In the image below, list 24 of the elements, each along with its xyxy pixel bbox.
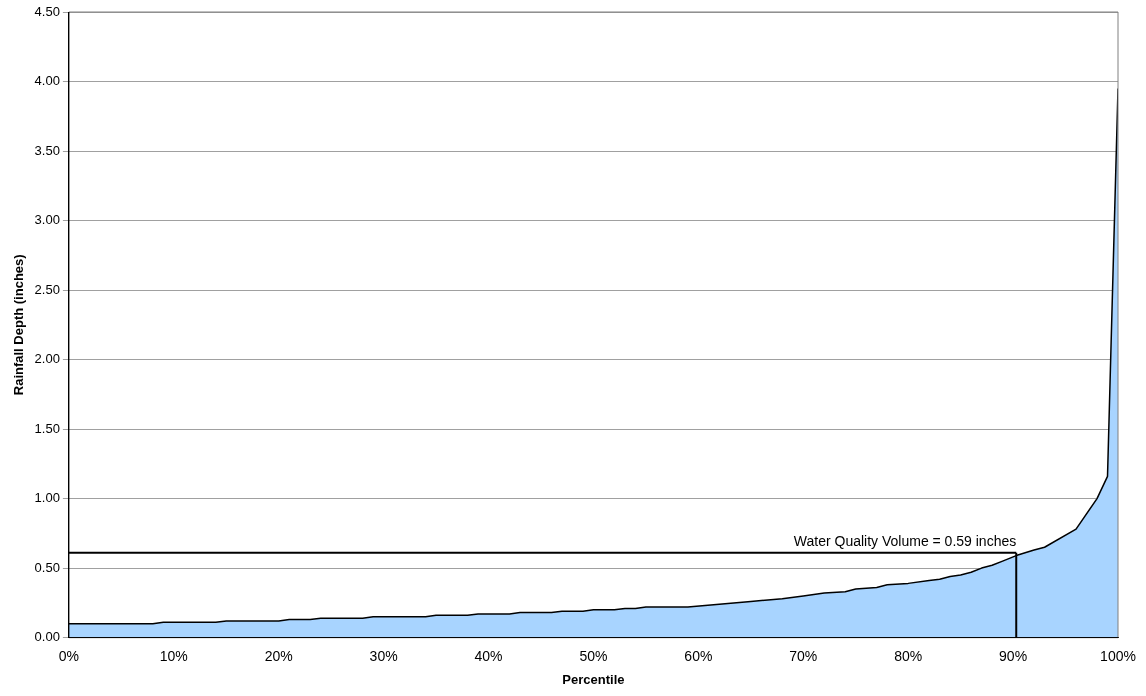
y-tick-label: 3.50	[34, 142, 60, 158]
y-tick-label: 1.00	[34, 490, 60, 506]
y-tick-label: 3.00	[34, 212, 60, 228]
x-tick-label: 90%	[999, 647, 1028, 664]
y-tick-label: 4.00	[34, 73, 60, 89]
x-axis-title: Percentile	[562, 671, 625, 687]
x-tick-label: 100%	[1100, 647, 1136, 664]
x-tick-label: 50%	[579, 647, 608, 664]
x-tick-label: 10%	[159, 647, 188, 664]
y-tick-label: 0.50	[34, 559, 60, 575]
x-tick-label: 30%	[369, 647, 398, 664]
x-tick-label: 0%	[58, 647, 80, 664]
x-tick-label: 40%	[474, 647, 503, 664]
y-tick-label: 2.50	[34, 281, 60, 297]
x-tick-label: 80%	[894, 647, 923, 664]
y-tick-label: 0.00	[34, 629, 60, 645]
y-tick-label: 4.50	[34, 3, 60, 19]
y-axis-title: Rainfall Depth (inches)	[11, 254, 27, 396]
x-tick-label: 20%	[264, 647, 293, 664]
y-tick-label: 2.00	[34, 351, 60, 367]
x-tick-label: 60%	[684, 647, 713, 664]
annotation: Water Quality Volume = 0.59 inches	[793, 532, 1017, 549]
x-tick-label: 70%	[789, 647, 818, 664]
y-tick-label: 1.50	[34, 420, 60, 436]
